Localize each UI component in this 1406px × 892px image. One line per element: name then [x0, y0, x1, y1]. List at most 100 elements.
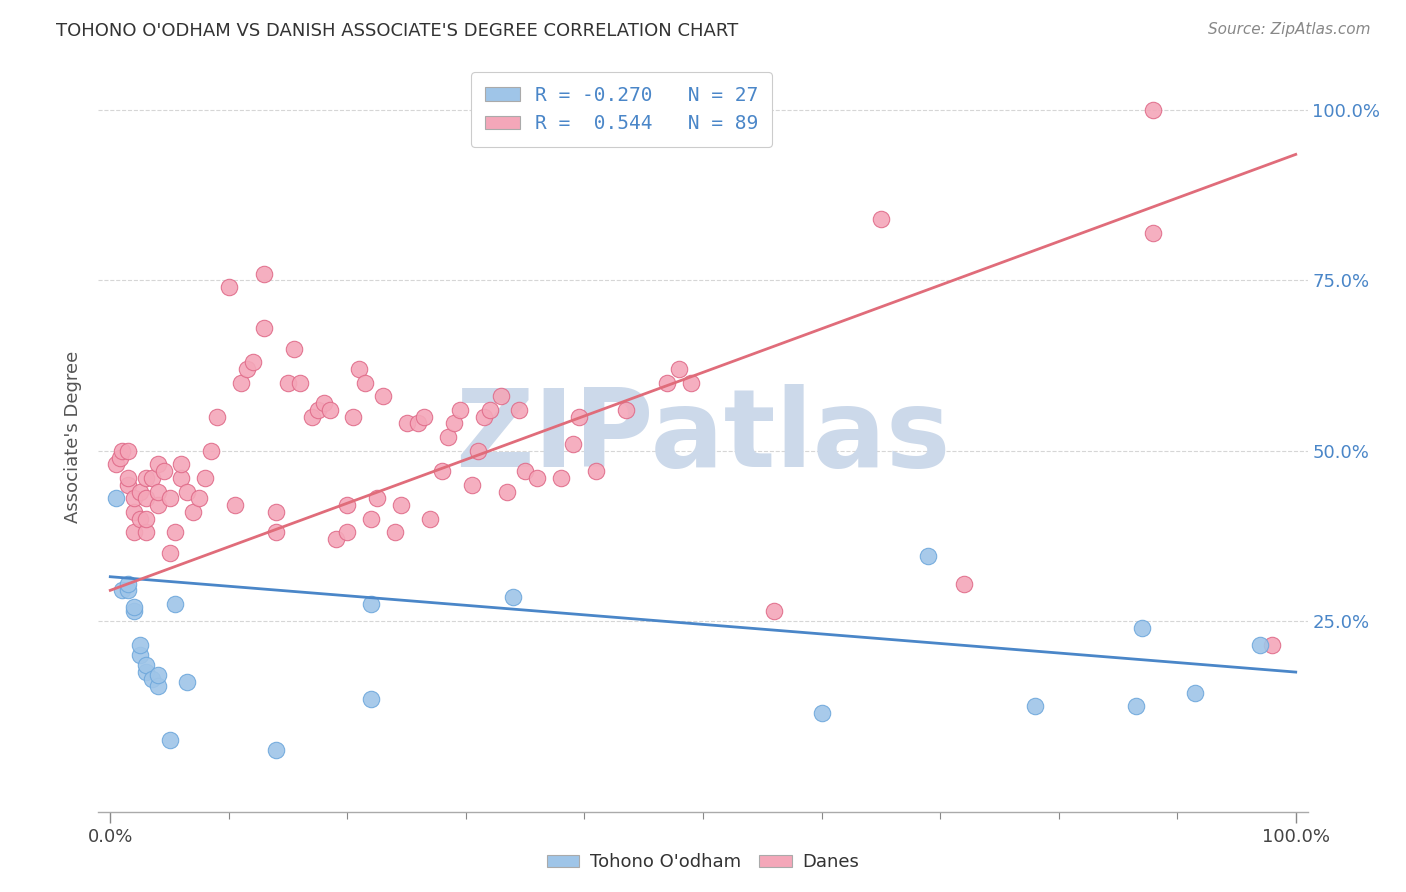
Point: [117, 477, 139, 491]
Point: [354, 376, 377, 390]
Point: [478, 402, 501, 417]
Point: [917, 549, 939, 564]
Point: [218, 280, 240, 294]
Point: [111, 443, 134, 458]
Point: [301, 409, 323, 424]
Point: [657, 376, 679, 390]
Point: [135, 658, 157, 673]
Point: [122, 600, 145, 615]
Point: [105, 491, 128, 506]
Point: [1261, 638, 1284, 652]
Point: [526, 471, 548, 485]
Point: [117, 471, 139, 485]
Point: [170, 458, 193, 472]
Point: [129, 484, 152, 499]
Point: [264, 743, 287, 757]
Point: [312, 396, 335, 410]
Point: [176, 484, 198, 499]
Point: [437, 430, 460, 444]
Point: [1249, 638, 1271, 652]
Point: [408, 417, 430, 431]
Point: [122, 491, 145, 506]
Point: [135, 491, 157, 506]
Legend: Tohono O'odham, Danes: Tohono O'odham, Danes: [540, 847, 866, 879]
Point: [146, 679, 169, 693]
Point: [432, 464, 454, 478]
Point: [146, 668, 169, 682]
Point: [159, 491, 181, 506]
Point: [360, 597, 382, 611]
Point: [111, 583, 134, 598]
Point: [869, 212, 891, 227]
Legend: R = -0.270   N = 27, R =  0.544   N = 89: R = -0.270 N = 27, R = 0.544 N = 89: [471, 72, 772, 147]
Point: [810, 706, 832, 720]
Point: [496, 484, 519, 499]
Text: TOHONO O'ODHAM VS DANISH ASSOCIATE'S DEGREE CORRELATION CHART: TOHONO O'ODHAM VS DANISH ASSOCIATE'S DEG…: [56, 22, 738, 40]
Point: [105, 458, 128, 472]
Point: [159, 733, 181, 747]
Point: [159, 546, 181, 560]
Point: [1184, 685, 1206, 699]
Y-axis label: Associate's Degree: Associate's Degree: [65, 351, 83, 524]
Point: [443, 417, 465, 431]
Point: [325, 533, 347, 547]
Point: [242, 355, 264, 369]
Point: [567, 409, 589, 424]
Point: [122, 525, 145, 540]
Point: [122, 505, 145, 519]
Point: [1125, 699, 1147, 714]
Point: [224, 498, 246, 512]
Point: [952, 576, 974, 591]
Point: [307, 402, 329, 417]
Point: [264, 505, 287, 519]
Point: [419, 512, 441, 526]
Point: [165, 525, 187, 540]
Point: [1130, 621, 1153, 635]
Point: [181, 505, 204, 519]
Point: [170, 471, 193, 485]
Point: [491, 389, 513, 403]
Point: [117, 576, 139, 591]
Point: [277, 376, 299, 390]
Point: [205, 409, 228, 424]
Point: [366, 491, 388, 506]
Point: [360, 512, 382, 526]
Point: [152, 464, 174, 478]
Point: [585, 464, 607, 478]
Point: [146, 498, 169, 512]
Point: [146, 458, 169, 472]
Point: [342, 409, 364, 424]
Point: [129, 512, 152, 526]
Point: [371, 389, 394, 403]
Point: [668, 362, 690, 376]
Point: [550, 471, 572, 485]
Point: [229, 376, 252, 390]
Point: [288, 376, 311, 390]
Point: [135, 665, 157, 679]
Point: [389, 498, 412, 512]
Point: [129, 638, 152, 652]
Point: [384, 525, 406, 540]
Point: [561, 437, 583, 451]
Point: [117, 583, 139, 598]
Point: [461, 477, 484, 491]
Point: [194, 471, 217, 485]
Point: [508, 402, 530, 417]
Point: [763, 604, 786, 618]
Point: [253, 267, 276, 281]
Point: [502, 590, 524, 604]
Point: [467, 443, 489, 458]
Point: [1142, 103, 1164, 117]
Point: [614, 402, 637, 417]
Point: [283, 342, 305, 356]
Point: [117, 443, 139, 458]
Point: [108, 450, 131, 465]
Point: [318, 402, 340, 417]
Point: [347, 362, 370, 376]
Point: [146, 484, 169, 499]
Point: [681, 376, 703, 390]
Point: [449, 402, 471, 417]
Point: [135, 525, 157, 540]
Point: [235, 362, 257, 376]
Point: [141, 471, 163, 485]
